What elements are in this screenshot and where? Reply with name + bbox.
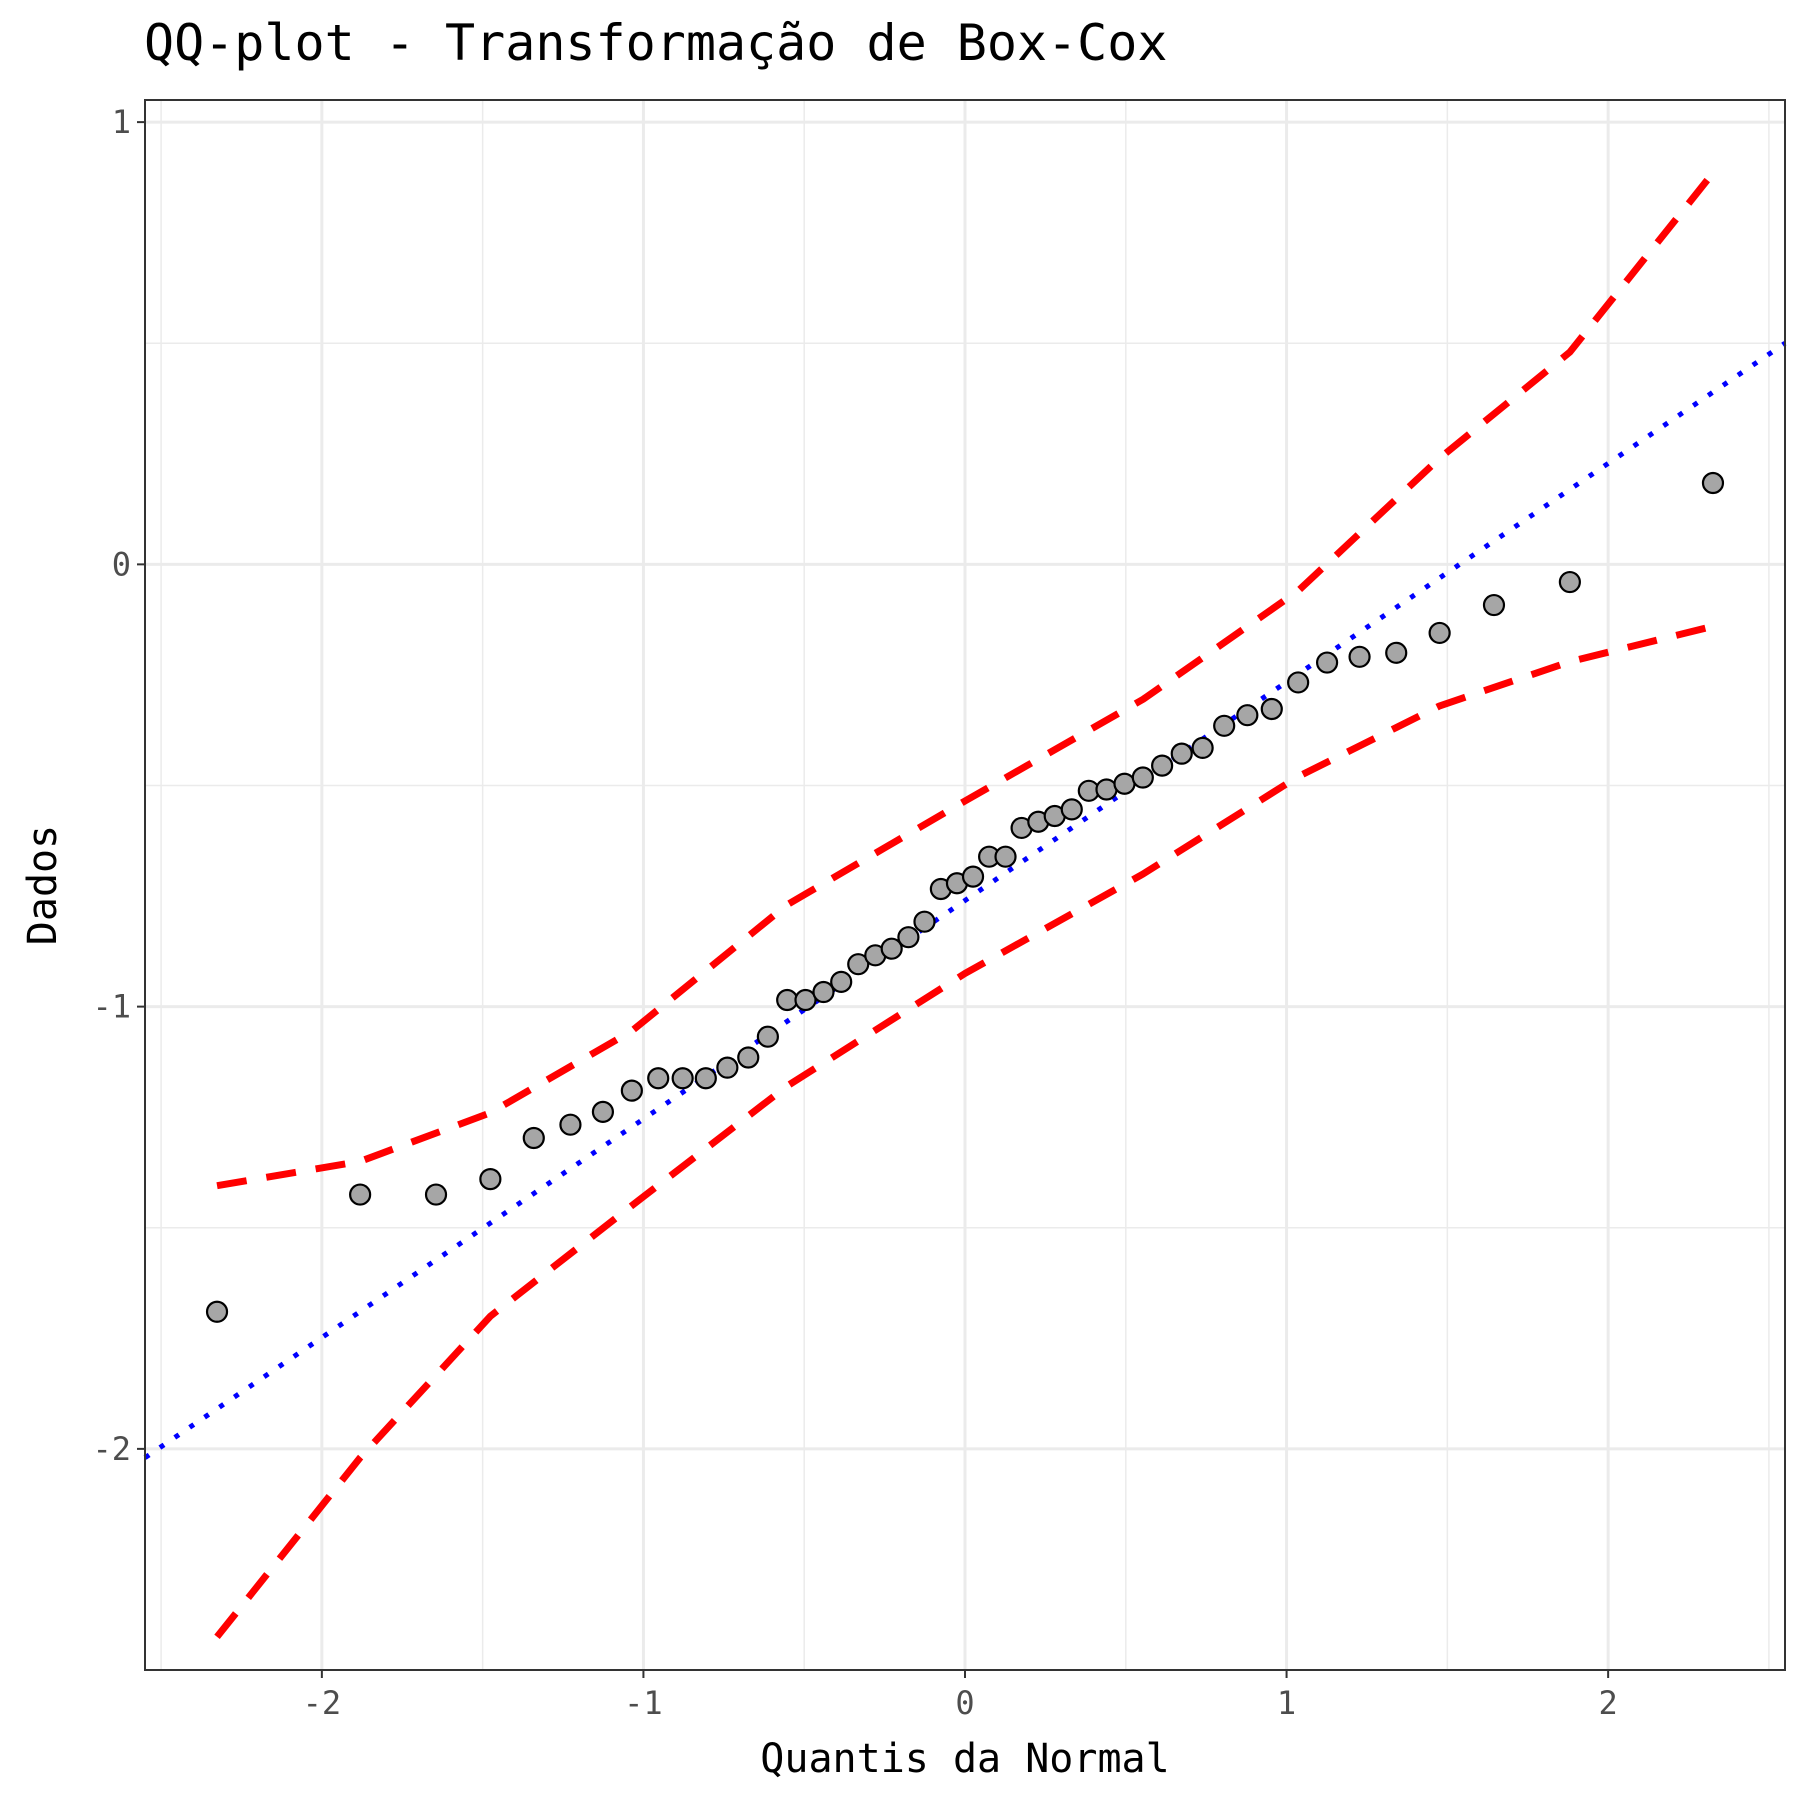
- x-tick-label: -1: [624, 1684, 663, 1722]
- y-tick-label: 0: [112, 545, 131, 583]
- data-point: [716, 1056, 739, 1079]
- confidence-band-upper: [216, 170, 1716, 1190]
- y-tick-label: 1: [112, 103, 131, 141]
- data-point: [1315, 651, 1339, 674]
- data-point: [1236, 704, 1259, 727]
- data-point: [522, 1126, 545, 1150]
- data-point: [1428, 621, 1451, 645]
- data-point: [479, 1167, 502, 1191]
- y-axis-title: Dados: [20, 825, 66, 945]
- data-point: [1060, 798, 1083, 821]
- data-point: [812, 980, 835, 1004]
- data-point: [994, 845, 1017, 868]
- data-point: [1191, 736, 1214, 760]
- data-point: [671, 1067, 694, 1090]
- x-tick-label: 1: [1277, 1684, 1296, 1722]
- data-point: [205, 1300, 229, 1323]
- data-point: [880, 937, 903, 960]
- data-point: [961, 865, 985, 888]
- confidence-band-lower: [214, 622, 1714, 1640]
- data-point: [913, 910, 936, 933]
- data-point: [1287, 671, 1310, 694]
- data-point: [1482, 593, 1506, 617]
- reference-line-path: [143, 341, 1787, 1460]
- grid-lines: [145, 100, 1785, 1671]
- x-tick-label: 2: [1599, 1684, 1618, 1722]
- x-tick-label: -2: [303, 1684, 342, 1722]
- data-point: [1170, 742, 1193, 765]
- confidence-band: [214, 170, 1716, 1640]
- data-point: [776, 988, 799, 1012]
- chart-title: QQ-plot - Transformação de Box-Cox: [144, 14, 1168, 72]
- y-tick-label: -2: [92, 1430, 131, 1468]
- data-point: [1131, 766, 1154, 789]
- data-point: [737, 1046, 760, 1069]
- data-point: [1113, 772, 1136, 795]
- data-point: [756, 1025, 779, 1048]
- y-tick-label: -1: [92, 988, 131, 1026]
- data-point: [559, 1113, 582, 1136]
- reference-line: [143, 341, 1787, 1460]
- data-point: [591, 1100, 615, 1123]
- data-point: [1701, 471, 1725, 495]
- data-point: [1260, 697, 1283, 721]
- data-point: [349, 1183, 372, 1206]
- data-point: [694, 1067, 717, 1090]
- x-tick-label: 0: [955, 1684, 974, 1722]
- y-axis-ticks: -2 -1 0 1: [92, 103, 145, 1468]
- data-point: [1385, 641, 1408, 664]
- data-point: [647, 1067, 670, 1090]
- x-axis-ticks: -2 -1 0 1 2: [303, 1670, 1618, 1722]
- data-point: [847, 953, 870, 976]
- data-point: [830, 970, 853, 993]
- data-points: [205, 471, 1725, 1323]
- data-point: [794, 988, 817, 1012]
- data-point: [424, 1183, 448, 1206]
- x-axis-title: Quantis da Normal: [760, 1736, 1169, 1782]
- data-point: [897, 926, 920, 949]
- data-point: [1348, 645, 1371, 668]
- data-point: [1151, 754, 1174, 777]
- data-point: [1558, 570, 1581, 594]
- data-point: [620, 1079, 643, 1102]
- data-point: [1213, 714, 1236, 737]
